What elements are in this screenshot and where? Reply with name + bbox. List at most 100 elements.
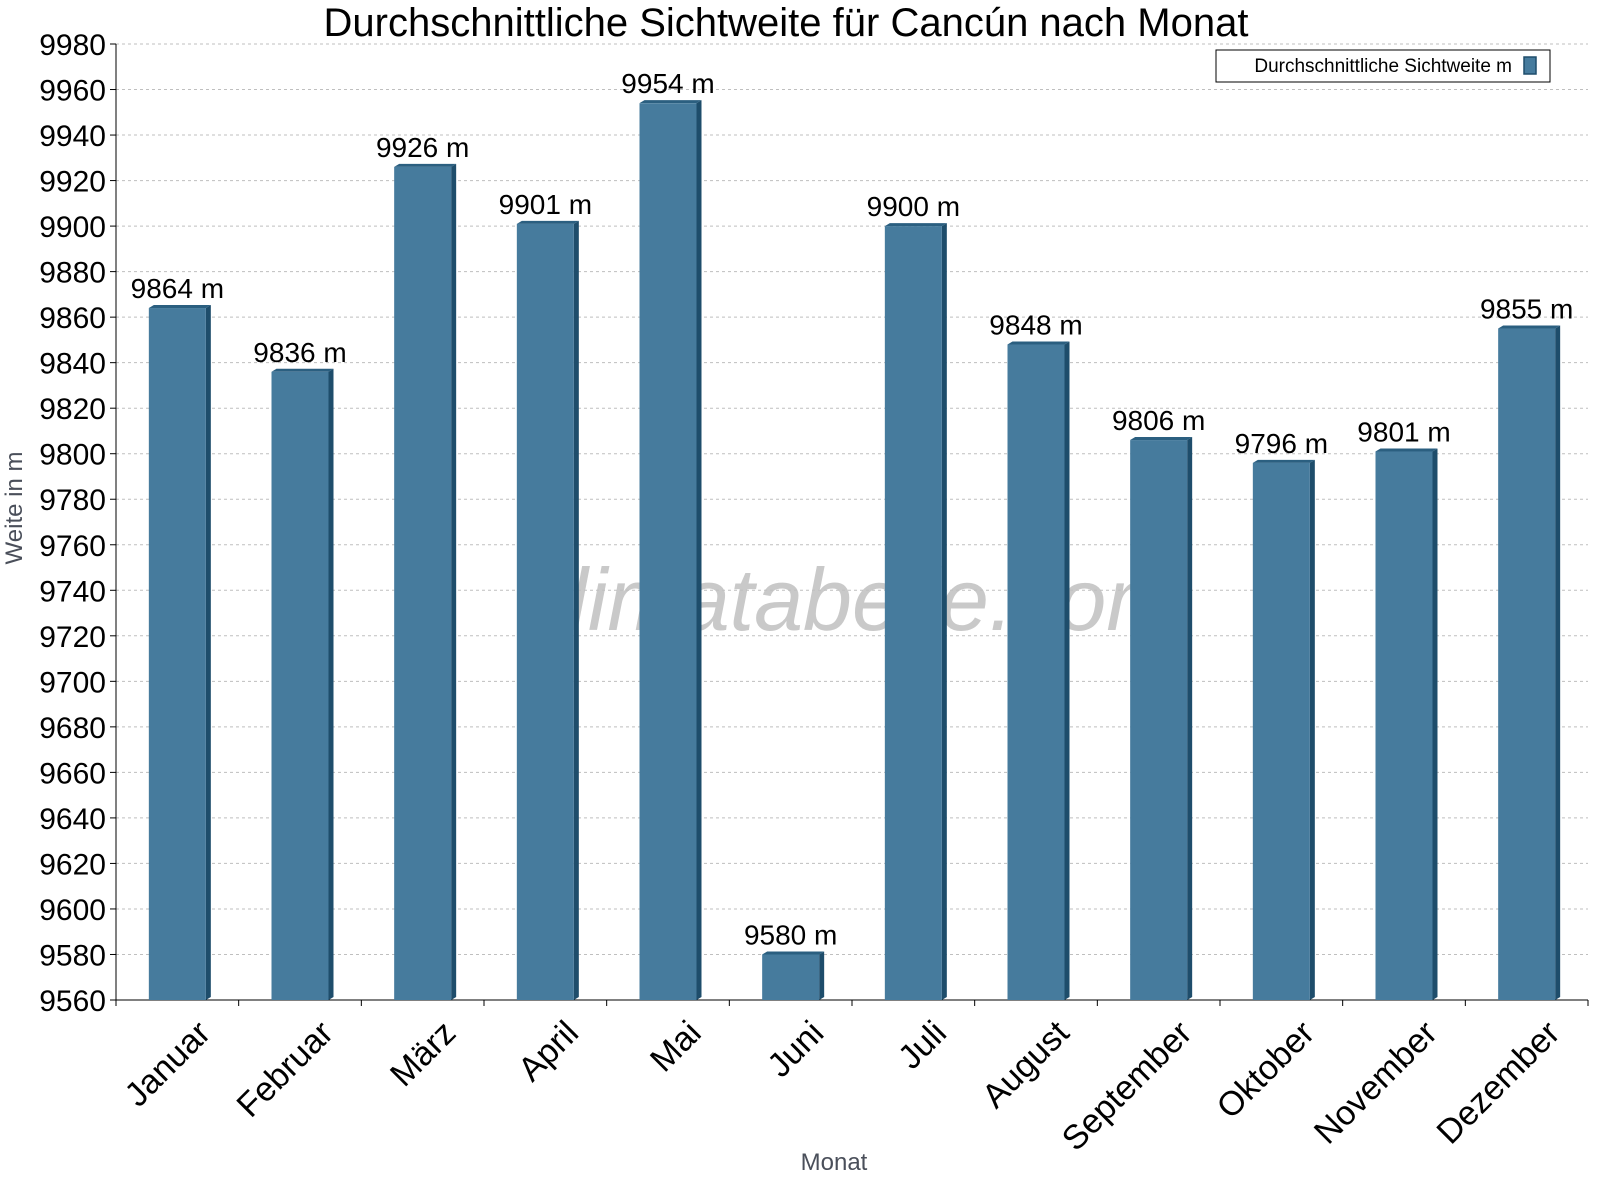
bar <box>1007 341 1070 1000</box>
watermark: klimatabelle.com <box>524 550 1179 649</box>
bar-top <box>639 100 702 104</box>
bar-front <box>1498 328 1556 1000</box>
data-label: 9580 m <box>744 919 837 950</box>
bar-top <box>1007 341 1070 345</box>
data-labels: 9864 m 9836 m 9926 m 9901 m 9954 m 9580 m 9900… <box>131 68 1574 950</box>
bar-side <box>205 305 211 1000</box>
y-axis-label: Weite in m <box>1 452 28 565</box>
bar-side <box>1555 325 1561 1000</box>
x-tick-label: Oktober <box>1210 1014 1322 1126</box>
bar-side <box>451 163 457 1000</box>
x-tick-label: November <box>1307 1014 1445 1152</box>
bars <box>148 100 1561 1001</box>
y-tick-label: 9960 <box>39 75 106 108</box>
bar-top <box>394 163 457 167</box>
bar-top <box>1375 448 1438 452</box>
bar-front <box>148 308 206 1000</box>
data-label: 9855 m <box>1480 294 1573 325</box>
bar-side <box>819 951 825 1000</box>
x-tick-labels: Januar Februar März April Mai Juni Juli AugustS… <box>118 1013 1568 1158</box>
legend: Durchschnittliche Sichtweite m <box>1215 49 1551 83</box>
bar-side <box>328 368 334 1000</box>
bar-side <box>573 220 579 1001</box>
y-tick-label: 9840 <box>39 348 106 381</box>
x-tick-label: Januar <box>118 1014 218 1114</box>
bar-top <box>1130 437 1193 441</box>
data-label: 9954 m <box>621 68 714 99</box>
bar-top <box>148 305 211 309</box>
bar <box>1252 459 1315 1000</box>
bar <box>516 220 579 1001</box>
y-tick-label: 9940 <box>39 120 106 153</box>
data-label: 9848 m <box>989 309 1082 340</box>
y-tick-label: 9600 <box>39 894 106 927</box>
bar-front <box>1252 462 1310 1000</box>
bar <box>639 100 702 1000</box>
x-tick-label: Mai <box>643 1014 709 1080</box>
bar <box>1498 325 1561 1000</box>
bar-top <box>1252 459 1315 463</box>
y-tick-label: 9860 <box>39 302 106 335</box>
data-label: 9806 m <box>1112 405 1205 436</box>
x-tick-label: Juni <box>760 1014 831 1085</box>
bar-top <box>884 223 947 227</box>
y-tick-label: 9880 <box>39 257 106 290</box>
bar-front <box>1130 440 1188 1000</box>
chart-title: Durchschnittliche Sichtweite für Cancún … <box>324 1 1249 45</box>
y-tick-label: 9700 <box>39 666 106 699</box>
bar-side <box>1432 448 1438 1000</box>
bar-top <box>516 220 579 224</box>
y-tick-label: 9560 <box>39 985 106 1018</box>
bar <box>394 163 457 1000</box>
bar-side <box>1309 459 1315 1000</box>
bar-front <box>1007 344 1065 1000</box>
y-tick-label: 9680 <box>39 712 106 745</box>
bar <box>884 223 947 1001</box>
x-tick-label: Februar <box>230 1014 341 1125</box>
y-tick-labels: 9560 9580 9600 9620 9640 9660 9680 9700 9720 9740… <box>39 29 106 1018</box>
axes <box>110 43 1589 1006</box>
y-tick-label: 9740 <box>39 575 106 608</box>
bar <box>271 368 334 1000</box>
bar <box>148 305 211 1000</box>
bar-top <box>1498 325 1561 329</box>
y-tick-label: 9780 <box>39 484 106 517</box>
bar-side <box>1064 341 1070 1000</box>
y-tick-label: 9640 <box>39 803 106 836</box>
bar <box>762 951 825 1000</box>
bar <box>1375 448 1438 1000</box>
x-tick-label: März <box>383 1014 463 1094</box>
y-tick-label: 9920 <box>39 166 106 199</box>
bar-front <box>884 226 942 1001</box>
bar-top <box>271 368 334 372</box>
bar-front <box>1375 451 1433 1000</box>
data-label: 9926 m <box>376 132 469 163</box>
bar-front <box>762 954 820 1000</box>
legend-box <box>1215 49 1551 83</box>
data-label: 9796 m <box>1235 428 1328 459</box>
bar-front <box>639 103 697 1000</box>
x-tick-label: September <box>1055 1014 1199 1158</box>
y-tick-label: 9820 <box>39 393 106 426</box>
grid-lines <box>116 43 1588 955</box>
y-tick-label: 9580 <box>39 939 106 972</box>
data-label: 9801 m <box>1357 416 1450 447</box>
y-tick-label: 9620 <box>39 848 106 881</box>
bar-side <box>941 223 947 1001</box>
bar-side <box>696 100 702 1000</box>
y-tick-label: 9660 <box>39 757 106 790</box>
bar-front <box>271 371 329 1000</box>
bar <box>1130 437 1193 1000</box>
data-label: 9900 m <box>867 191 960 222</box>
legend-swatch <box>1523 56 1537 75</box>
x-tick-label: Juli <box>891 1014 954 1077</box>
data-label: 9836 m <box>253 337 346 368</box>
data-label: 9901 m <box>499 189 592 220</box>
data-label: 9864 m <box>131 273 224 304</box>
y-tick-label: 9980 <box>39 29 106 62</box>
x-tick-label: Dezember <box>1430 1014 1568 1152</box>
y-tick-label: 9760 <box>39 530 106 563</box>
y-tick-label: 9800 <box>39 439 106 472</box>
x-tick-label: August <box>975 1013 1077 1115</box>
